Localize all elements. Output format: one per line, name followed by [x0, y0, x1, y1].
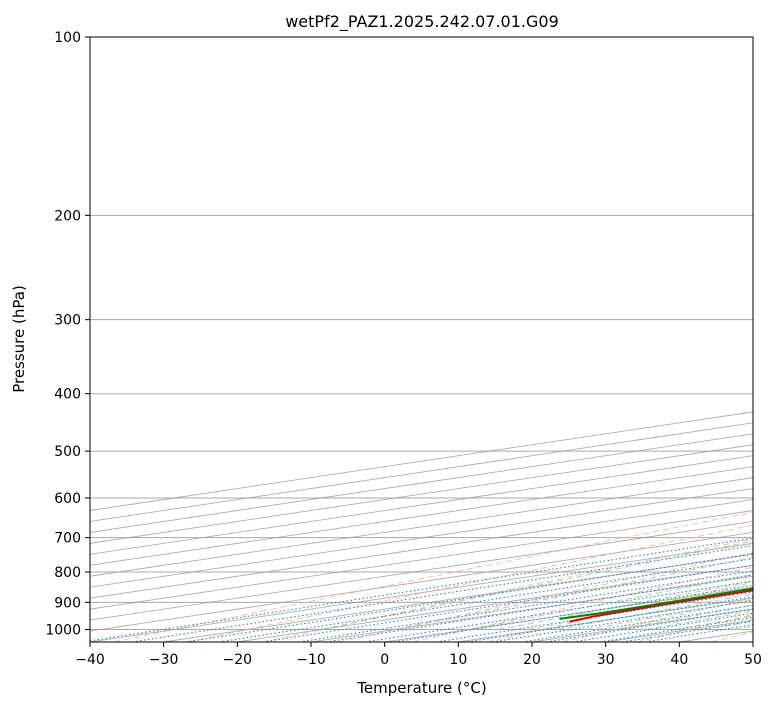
isotherm-line: [90, 433, 753, 533]
isotherm-line: [90, 466, 753, 566]
moist-adiabat-line: [527, 587, 753, 630]
isotherm-line: [752, 641, 753, 642]
dry-adiabat-line: [636, 614, 753, 642]
x-tick-label: 0: [380, 652, 389, 668]
y-tick-label: 200: [54, 208, 81, 224]
isotherm-line: [90, 455, 753, 555]
x-tick-label: 10: [449, 652, 467, 668]
x-tick-label: −30: [149, 652, 179, 668]
isotherm-line: [90, 510, 753, 610]
dry-adiabat-line: [562, 597, 753, 642]
y-axis-title: Pressure (hPa): [10, 285, 28, 393]
axis-ticks: −40 −30 −20 −10 0 10 20 30 40 50 1000 900 800 700 600 5…: [45, 30, 762, 668]
y-tick-label: 1000: [45, 622, 81, 638]
moist-adiabat-line: [645, 610, 753, 630]
x-tick-label: 30: [597, 652, 615, 668]
y-tick-label: 800: [54, 565, 81, 581]
dry-adiabat-line: [412, 566, 753, 642]
x-axis-title: Temperature (°C): [356, 679, 486, 697]
mixing-ratio-line: [325, 574, 753, 642]
isotherm-line: [90, 477, 753, 577]
y-tick-label: 400: [54, 387, 81, 403]
y-tick-label: 900: [54, 595, 81, 611]
moist-adiabat-line: [704, 620, 753, 630]
isotherm-line: [90, 444, 753, 544]
y-tick-label: 500: [54, 444, 81, 460]
y-tick-label: 700: [54, 531, 81, 547]
x-tick-label: 40: [670, 652, 688, 668]
dry-adiabat-line: [113, 511, 753, 642]
mixing-ratio-line: [185, 553, 753, 642]
isotherm-line: [90, 411, 753, 511]
isotherm-line: [605, 619, 753, 642]
dry-adiabat-line: [188, 524, 753, 642]
isotherm-line: [384, 586, 753, 642]
moist-adiabat-line: [675, 615, 753, 630]
isotherm-line: [90, 531, 753, 632]
dry-adiabat-line: [711, 631, 753, 642]
x-tick-label: −40: [75, 652, 105, 668]
isotherm-line: [90, 422, 753, 522]
moist-adiabat-line: [469, 573, 753, 630]
dry-adiabat-line: [263, 538, 753, 642]
isotherm-line: [90, 520, 753, 621]
mixing-ratio-line: [218, 558, 753, 642]
x-tick-label: −10: [296, 652, 326, 668]
mixing-ratio-line: [299, 570, 753, 642]
background-lines: [90, 37, 753, 642]
y-tick-label: 100: [54, 30, 81, 46]
chart-title: wetPf2_PAZ1.2025.242.07.01.G09: [285, 12, 559, 32]
x-tick-label: 50: [744, 652, 762, 668]
mixing-ratio-line: [394, 584, 753, 642]
isotherm-line: [458, 597, 753, 642]
moist-adiabat-line: [395, 556, 753, 630]
dewpoint-profile-line: [559, 587, 753, 620]
moist-adiabat-line: [734, 625, 753, 630]
dry-adiabat-line: [487, 581, 753, 642]
x-tick-label: −20: [223, 652, 253, 668]
isotherm-line: [90, 488, 753, 588]
y-tick-label: 600: [54, 491, 81, 507]
moist-adiabat-line: [586, 599, 753, 630]
y-tick-label: 300: [54, 313, 81, 329]
isotherm-line: [679, 630, 753, 642]
plot-frame: [89, 36, 754, 643]
isotherm-line: [90, 499, 753, 599]
isotherm-line: [531, 608, 753, 642]
moist-adiabat-line: [498, 580, 753, 630]
moist-adiabat-line: [557, 593, 753, 630]
isotherm-line: [90, 542, 753, 642]
mixing-ratio-line: [365, 580, 753, 642]
x-tick-label: 20: [523, 652, 541, 668]
